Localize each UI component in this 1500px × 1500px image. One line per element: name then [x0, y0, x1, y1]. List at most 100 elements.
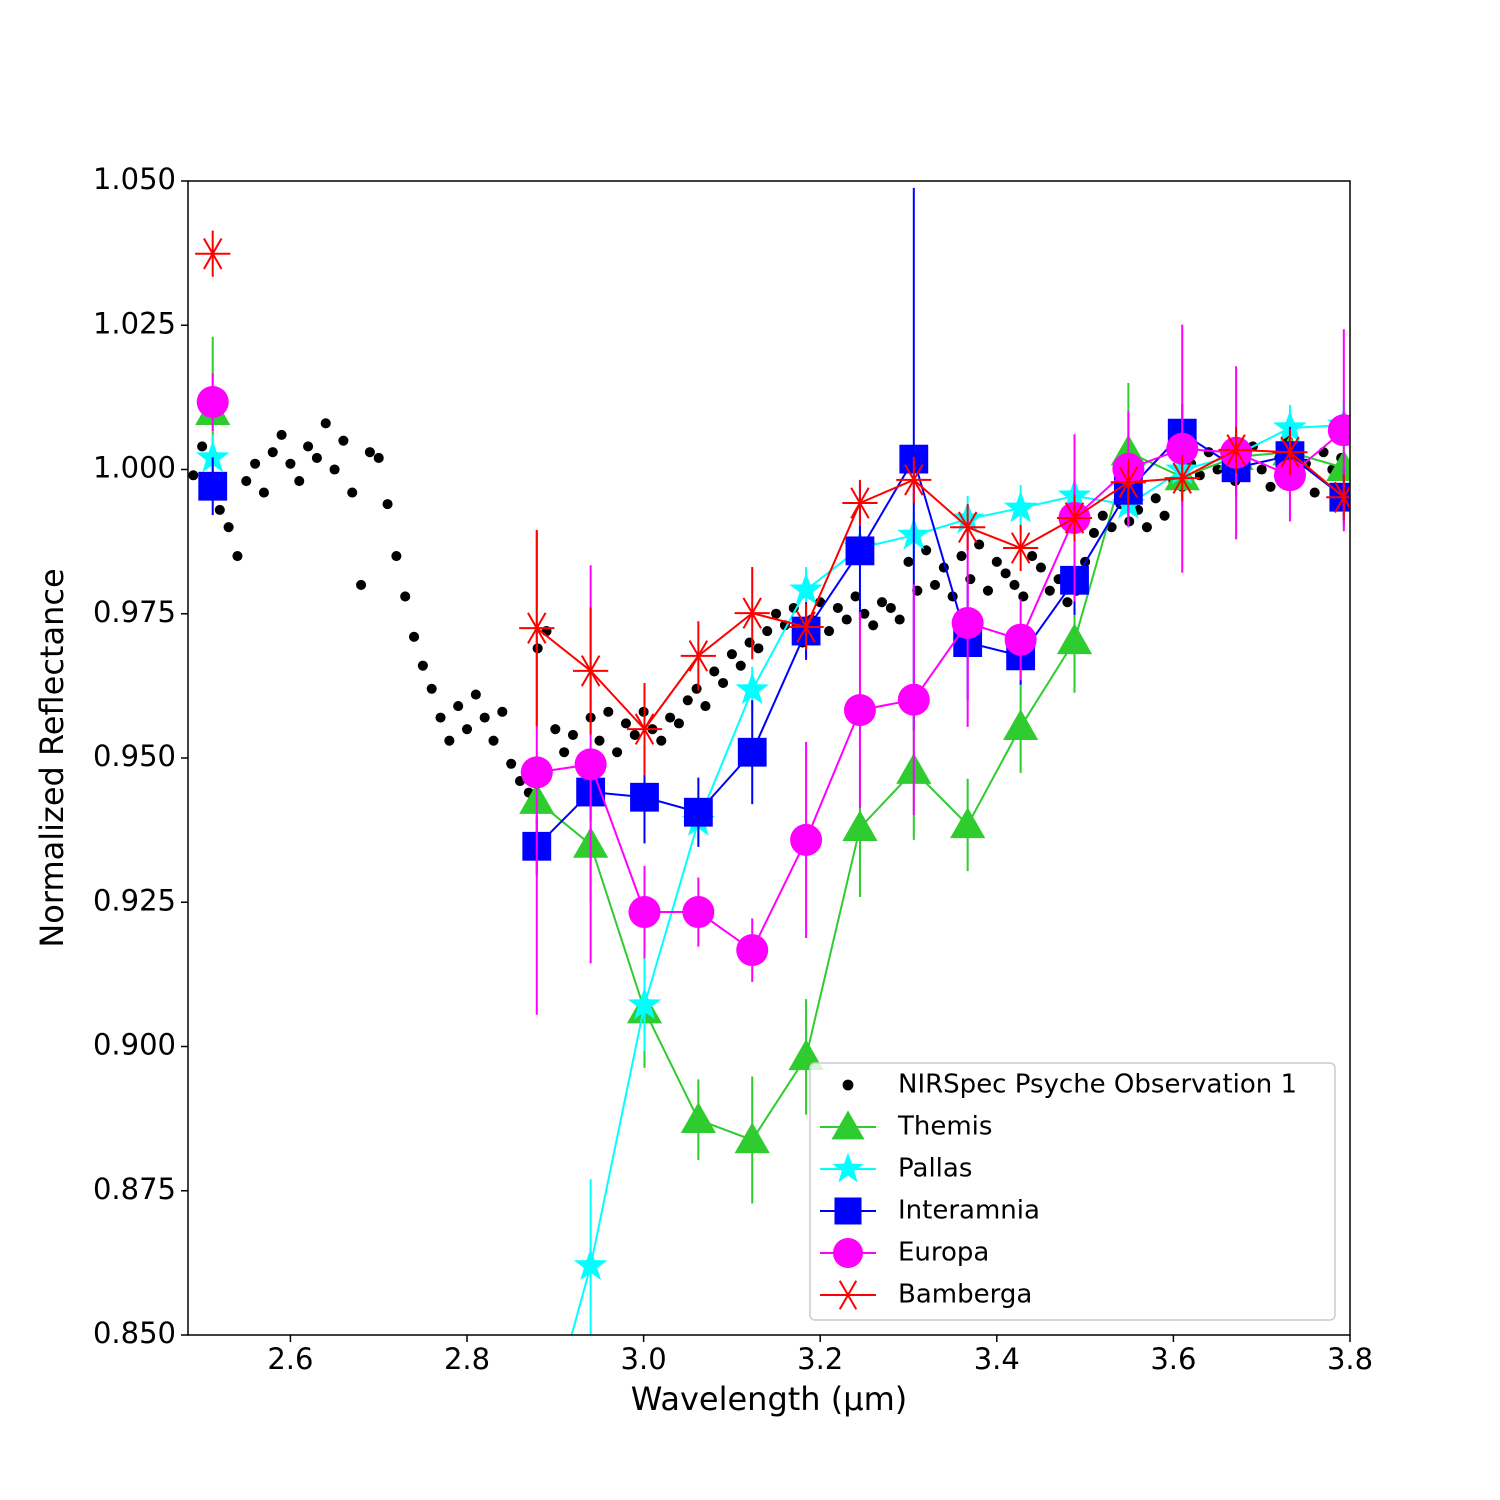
data-point [991, 556, 1002, 567]
marker [683, 797, 713, 827]
marker [896, 464, 932, 496]
data-point [1027, 551, 1038, 562]
marker [950, 511, 986, 543]
data-point [726, 649, 737, 660]
legend-marker [842, 1079, 854, 1091]
data-point [673, 718, 684, 729]
marker [198, 471, 228, 501]
data-point [921, 545, 932, 556]
marker [1003, 490, 1038, 523]
marker [843, 694, 876, 727]
data-point [1212, 464, 1223, 475]
marker [735, 672, 769, 705]
series-line [536, 448, 1345, 731]
data-point [1044, 585, 1055, 596]
data-point [876, 597, 888, 608]
data-point [559, 747, 570, 758]
data-point [188, 470, 199, 481]
data-point [762, 626, 773, 637]
data-point [1097, 510, 1108, 521]
marker [195, 440, 230, 473]
series-line [536, 429, 1345, 952]
y-axis-label: Normalized Reflectance [33, 568, 71, 947]
data-point [1150, 493, 1161, 504]
marker [845, 536, 875, 566]
legend-marker [832, 1152, 864, 1183]
legend-box [809, 1062, 1336, 1321]
marker [1272, 436, 1308, 468]
marker [788, 611, 824, 643]
marker [627, 987, 662, 1020]
data-point [258, 487, 269, 498]
data-point [400, 591, 411, 602]
marker [574, 748, 607, 781]
legend-marker [831, 1110, 865, 1140]
data-point [435, 712, 446, 723]
data-point [956, 551, 967, 562]
data-point [832, 602, 843, 614]
data-point [232, 551, 243, 562]
data-point [824, 626, 835, 637]
data-point [214, 504, 225, 515]
data-point [1141, 522, 1152, 533]
marker [842, 810, 878, 842]
data-point [461, 724, 473, 735]
marker [1056, 502, 1093, 534]
data-point [1106, 522, 1117, 533]
marker [789, 572, 823, 605]
data-point [497, 706, 508, 717]
legend-label: Europa [898, 1238, 989, 1268]
data-point [718, 677, 729, 689]
marker [1164, 462, 1200, 494]
marker [897, 683, 930, 716]
data-point [567, 729, 579, 740]
data-point [594, 735, 605, 746]
y-tick-label: 0.950 [93, 739, 176, 773]
legend-label: Pallas [898, 1154, 972, 1184]
data-point [470, 689, 481, 700]
data-point [700, 701, 711, 712]
y-tick-label: 0.850 [93, 1316, 176, 1350]
x-tick-label: 2.6 [267, 1342, 313, 1376]
marker [195, 237, 231, 270]
data-point [629, 729, 640, 740]
data-point [329, 464, 340, 475]
data-point [444, 735, 455, 746]
data-point [223, 522, 234, 533]
data-point [691, 683, 702, 694]
data-point [1309, 487, 1320, 498]
marker [196, 385, 229, 418]
marker [630, 782, 659, 812]
data-point [894, 614, 905, 625]
data-point [1088, 527, 1099, 539]
data-point [982, 585, 994, 596]
data-point [868, 620, 879, 631]
data-point [612, 747, 623, 758]
data-point [550, 724, 561, 735]
data-point [356, 579, 367, 590]
data-point [347, 487, 358, 498]
x-tick-label: 3.6 [1150, 1342, 1196, 1376]
legend-label: Interamnia [898, 1196, 1040, 1226]
data-point [250, 458, 261, 469]
marker [1273, 410, 1307, 443]
data-point [1265, 481, 1276, 492]
marker [1003, 532, 1039, 564]
data-point [1062, 597, 1073, 608]
data-point [859, 608, 870, 619]
marker [1056, 623, 1093, 655]
marker [790, 823, 823, 856]
marker [1166, 432, 1199, 465]
data-point [1318, 447, 1329, 458]
marker [519, 612, 555, 644]
x-tick-label: 3.8 [1327, 1342, 1373, 1376]
data-point [488, 735, 499, 746]
data-point [294, 476, 305, 487]
y-tick-label: 0.925 [93, 883, 176, 917]
data-point [656, 735, 667, 746]
data-point [912, 585, 923, 596]
marker [628, 896, 661, 929]
data-point [364, 447, 375, 458]
marker [573, 1248, 608, 1280]
data-point [267, 447, 278, 458]
